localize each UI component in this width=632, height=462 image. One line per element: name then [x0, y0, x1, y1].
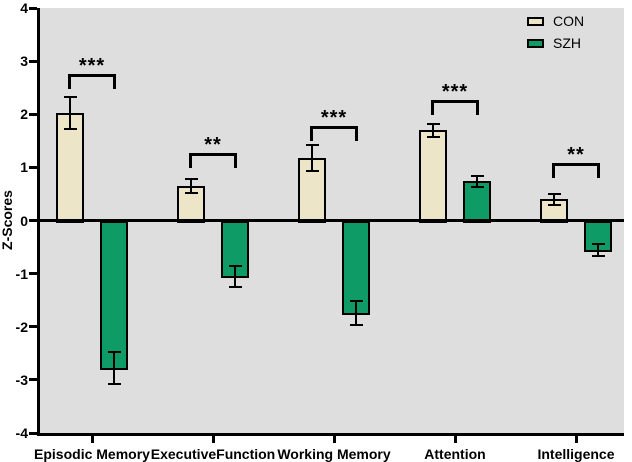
error-bar-cap-bottom-szh-attention — [470, 185, 484, 188]
sig-bracket-intelligence — [552, 163, 600, 167]
legend-label-con: CON — [553, 13, 585, 29]
y-tick--4 — [29, 431, 37, 435]
y-tick-label-4: 4 — [20, 0, 28, 16]
y-tick-label-3: 3 — [20, 53, 28, 70]
sig-stars-attention: *** — [441, 81, 469, 104]
y-tick-label--4: -4 — [15, 425, 28, 441]
y-tick-4 — [29, 6, 37, 10]
error-bar-line-szh-episodic-memory — [113, 352, 115, 385]
x-axis-label-intelligence: Intelligence — [537, 446, 615, 462]
error-bar-cap-top-con-intelligence — [547, 192, 561, 195]
error-bar-cap-bottom-con-episodic-memory — [63, 127, 77, 130]
zero-baseline — [40, 219, 624, 222]
x-tick-executivefunction — [211, 436, 215, 443]
x-axis-label-working-memory: Working Memory — [277, 446, 391, 462]
y-tick-label-2: 2 — [20, 106, 28, 123]
legend: CON SZH — [527, 10, 584, 54]
error-bar-cap-top-szh-intelligence — [591, 242, 605, 245]
x-axis-label-episodic-memory: Episodic Memory — [34, 446, 150, 462]
error-bar-line-szh-intelligence — [597, 243, 599, 256]
error-bar-cap-top-con-episodic-memory — [63, 95, 77, 98]
error-bar-line-szh-executivefunction — [234, 265, 236, 287]
error-bar-line-con-working-memory — [311, 145, 313, 171]
sig-bracket-end-right-attention — [476, 103, 479, 116]
bar-con-episodic-memory — [56, 112, 84, 223]
sig-bracket-end-right-working-memory — [355, 129, 358, 142]
legend-label-szh: SZH — [553, 35, 581, 51]
error-bar-cap-top-szh-executivefunction — [228, 264, 242, 267]
sig-bracket-end-right-episodic-memory — [113, 77, 116, 90]
y-tick--2 — [29, 325, 37, 329]
sig-stars-intelligence: ** — [567, 144, 585, 167]
legend-row-con: CON — [527, 10, 584, 32]
error-bar-cap-bottom-szh-intelligence — [591, 254, 605, 257]
y-tick--1 — [29, 272, 37, 276]
y-tick-label-0: 0 — [20, 212, 28, 229]
x-tick-attention — [453, 436, 457, 443]
y-tick-2 — [29, 112, 37, 116]
sig-bracket-end-right-intelligence — [597, 166, 600, 179]
sig-bracket-end-left-intelligence — [552, 166, 555, 179]
bar-szh-episodic-memory — [100, 220, 128, 371]
error-bar-cap-bottom-szh-episodic-memory — [107, 383, 121, 386]
y-tick--3 — [29, 378, 37, 382]
sig-bracket-executivefunction — [189, 153, 237, 157]
y-tick-1 — [29, 165, 37, 169]
error-bar-cap-bottom-con-intelligence — [547, 203, 561, 206]
x-tick-intelligence — [574, 436, 578, 443]
error-bar-cap-top-szh-attention — [470, 174, 484, 177]
x-axis-label-attention: Attention — [424, 446, 486, 462]
error-bar-line-szh-working-memory — [355, 300, 357, 326]
error-bar-line-con-intelligence — [553, 193, 555, 205]
sig-bracket-end-left-working-memory — [310, 129, 313, 142]
sig-bracket-attention — [431, 100, 479, 104]
legend-swatch-szh — [527, 38, 544, 48]
y-tick-label--3: -3 — [15, 371, 28, 388]
sig-bracket-working-memory — [310, 126, 358, 130]
error-bar-line-con-attention — [432, 123, 434, 137]
bar-szh-attention — [463, 181, 491, 223]
sig-bracket-end-left-executivefunction — [189, 156, 192, 169]
bar-szh-working-memory — [342, 220, 370, 315]
y-axis-spine — [37, 8, 40, 436]
x-tick-working-memory — [332, 436, 336, 443]
error-bar-line-szh-attention — [476, 175, 478, 187]
error-bar-cap-bottom-con-attention — [426, 135, 440, 138]
error-bar-cap-top-con-executivefunction — [184, 177, 198, 180]
sig-bracket-end-right-executivefunction — [234, 156, 237, 169]
error-bar-cap-bottom-con-executivefunction — [184, 192, 198, 195]
sig-bracket-episodic-memory — [68, 74, 116, 78]
error-bar-cap-bottom-szh-executivefunction — [228, 285, 242, 288]
error-bar-cap-top-szh-episodic-memory — [107, 351, 121, 354]
error-bar-line-con-episodic-memory — [69, 96, 71, 129]
x-tick-episodic-memory — [90, 436, 94, 443]
y-tick-label--1: -1 — [15, 265, 28, 282]
error-bar-cap-top-con-attention — [426, 122, 440, 125]
legend-row-szh: SZH — [527, 32, 584, 54]
y-tick-0 — [29, 219, 37, 222]
error-bar-cap-bottom-szh-working-memory — [349, 324, 363, 327]
sig-stars-episodic-memory: *** — [78, 55, 106, 78]
y-tick-label-1: 1 — [20, 159, 28, 176]
error-bar-line-con-executivefunction — [190, 178, 192, 194]
plot-area: *** ** *** *** ** — [40, 8, 624, 433]
error-bar-cap-bottom-con-working-memory — [305, 169, 319, 172]
x-axis-spine — [37, 433, 624, 436]
sig-bracket-end-left-attention — [431, 103, 434, 116]
x-axis-label-executivefunction: ExecutiveFunction — [150, 446, 276, 462]
error-bar-cap-top-con-working-memory — [305, 144, 319, 147]
sig-stars-executivefunction: ** — [204, 134, 222, 157]
y-tick-3 — [29, 59, 37, 63]
sig-bracket-end-left-episodic-memory — [68, 77, 71, 90]
y-tick-label--2: -2 — [15, 318, 28, 335]
legend-swatch-con — [527, 16, 544, 26]
error-bar-cap-top-szh-working-memory — [349, 299, 363, 302]
sig-stars-working-memory: *** — [320, 107, 348, 130]
bar-con-attention — [419, 130, 447, 223]
